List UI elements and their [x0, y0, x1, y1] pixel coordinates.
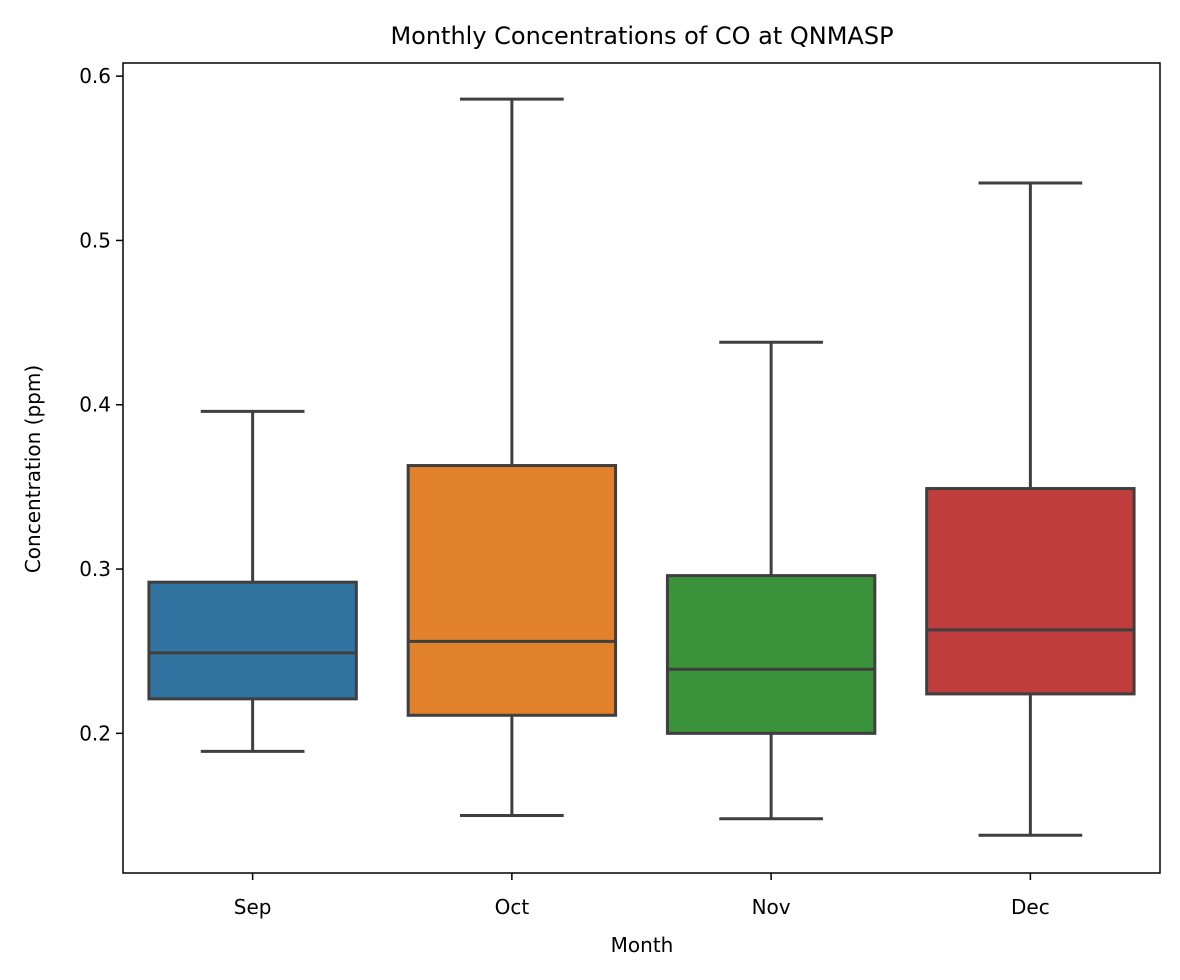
box-group-nov [665, 340, 877, 821]
x-axis-label: Month [611, 933, 674, 957]
y-tick-label: 0.6 [79, 64, 111, 88]
x-tick-label: Sep [234, 895, 272, 919]
box-sep [147, 580, 358, 701]
y-tick-label: 0.2 [79, 721, 111, 745]
x-axis: Sep Oct Nov Dec [234, 873, 1050, 919]
plot-frame [122, 62, 1161, 874]
y-tick-label: 0.3 [79, 557, 111, 581]
box-dec [925, 487, 1136, 696]
box-group-oct [406, 97, 618, 817]
box-group-sep [147, 409, 358, 753]
y-tick-label: 0.5 [79, 228, 111, 252]
x-tick-label: Nov [752, 895, 791, 919]
chart-title: Monthly Concentrations of CO at QNMASP [390, 22, 893, 50]
box-nov [665, 574, 877, 735]
y-axis-label: Concentration (ppm) [21, 365, 45, 573]
plot-area [122, 62, 1161, 874]
x-tick-label: Oct [495, 895, 530, 919]
x-tick-label: Dec [1011, 895, 1050, 919]
box-group-dec [925, 181, 1136, 837]
box-oct [406, 464, 618, 717]
y-tick-label: 0.4 [79, 393, 111, 417]
y-axis: 0.2 0.3 0.4 0.5 0.6 [79, 64, 123, 745]
